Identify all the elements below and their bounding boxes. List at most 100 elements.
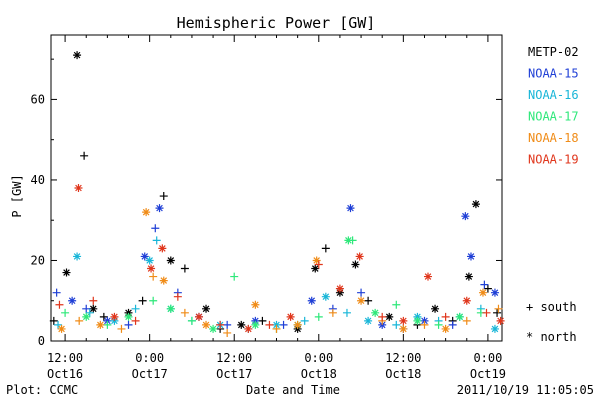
data-point [378,320,387,329]
data-point [155,204,164,213]
data-point [223,320,232,329]
x-tick-label: 12:00 [385,351,421,365]
data-point [55,300,64,309]
data-point [57,324,66,333]
data-point [251,316,260,325]
data-point [272,324,281,333]
data-point [300,316,309,325]
legend-entry: NOAA-15 [528,67,579,81]
data-point [230,272,239,281]
data-point [413,312,422,321]
data-point [355,252,364,261]
data-point [159,276,168,285]
data-point [124,320,133,329]
x-tick-label: 0:00 [473,351,502,365]
data-point [342,308,351,317]
data-markers [49,51,505,337]
footer-timestamp: 2011/10/19 11:05:05 [457,383,594,397]
data-point [321,244,330,253]
data-point [52,288,61,297]
data-point [74,184,83,192]
data-point [420,316,429,325]
data-point [314,312,323,321]
data-point [385,312,394,321]
data-point [244,324,253,333]
data-point [124,312,133,321]
data-point [413,316,422,325]
y-tick-label: 40 [31,173,45,187]
data-point [180,264,189,273]
legend-entry: METP-02 [528,45,579,59]
x-tick-sublabel: Oct18 [385,367,421,381]
data-point [466,252,475,261]
x-tick-sublabel: Oct19 [470,367,506,381]
data-point [82,312,91,321]
data-point [311,264,320,273]
data-point [131,304,140,313]
series-noaa-15 [52,204,499,333]
data-point [89,296,98,305]
data-point [62,268,71,277]
data-point [351,260,360,269]
y-tick-label: 60 [31,92,45,106]
data-point [471,200,480,209]
series-noaa-16 [54,236,499,333]
x-tick-sublabel: Oct17 [216,367,252,381]
data-point [344,236,353,245]
data-point [110,316,119,325]
data-point [68,296,77,305]
series-noaa-19 [55,184,505,333]
data-point [124,308,133,317]
data-point [448,320,457,329]
data-point [314,260,323,269]
data-point [251,320,260,329]
data-point [73,252,82,261]
legend-entry: NOAA-17 [528,110,579,124]
y-axis: 0 20 40 60 [31,58,502,348]
marker-legend-entry: + south [526,300,577,314]
data-point [399,324,408,333]
data-point [364,296,373,305]
data-point [494,304,503,313]
data-point [80,151,89,160]
x-axis-label: Date and Time [246,383,340,397]
data-point [202,320,211,329]
data-point [158,244,167,253]
data-point [159,192,168,201]
series-metp-02 [49,51,502,333]
data-point [209,324,218,333]
data-point [357,288,366,297]
data-point [96,320,105,329]
data-point [346,204,355,213]
data-point [434,320,443,329]
data-point [483,284,492,293]
data-point [103,320,112,329]
legend-entry: NOAA-18 [528,131,579,145]
data-point [194,312,203,321]
data-point [312,256,321,265]
data-point [392,300,401,309]
data-point [251,300,260,309]
data-point [99,312,108,321]
legend: METP-02 NOAA-15 NOAA-16 NOAA-17 NOAA-18 NOAA-… [528,45,579,167]
data-point [335,284,344,293]
data-point [75,316,84,325]
data-point [140,252,149,261]
x-axis: 12:00 Oct16 0:00 Oct17 12:00 Oct17 0:00 Oct18 12… [47,35,506,381]
data-point [496,316,505,325]
data-point [493,308,502,317]
data-point [152,236,161,245]
y-tick-label: 0 [38,334,45,348]
data-point [142,208,151,217]
data-point [149,272,158,281]
data-point [149,296,158,305]
data-point [103,316,112,325]
data-point [371,308,380,317]
marker-legend: + south * north [526,300,577,344]
marker-legend-entry: * north [526,330,577,344]
data-point [424,272,433,281]
data-point [392,320,401,329]
data-point [462,316,471,325]
data-point [455,312,464,321]
